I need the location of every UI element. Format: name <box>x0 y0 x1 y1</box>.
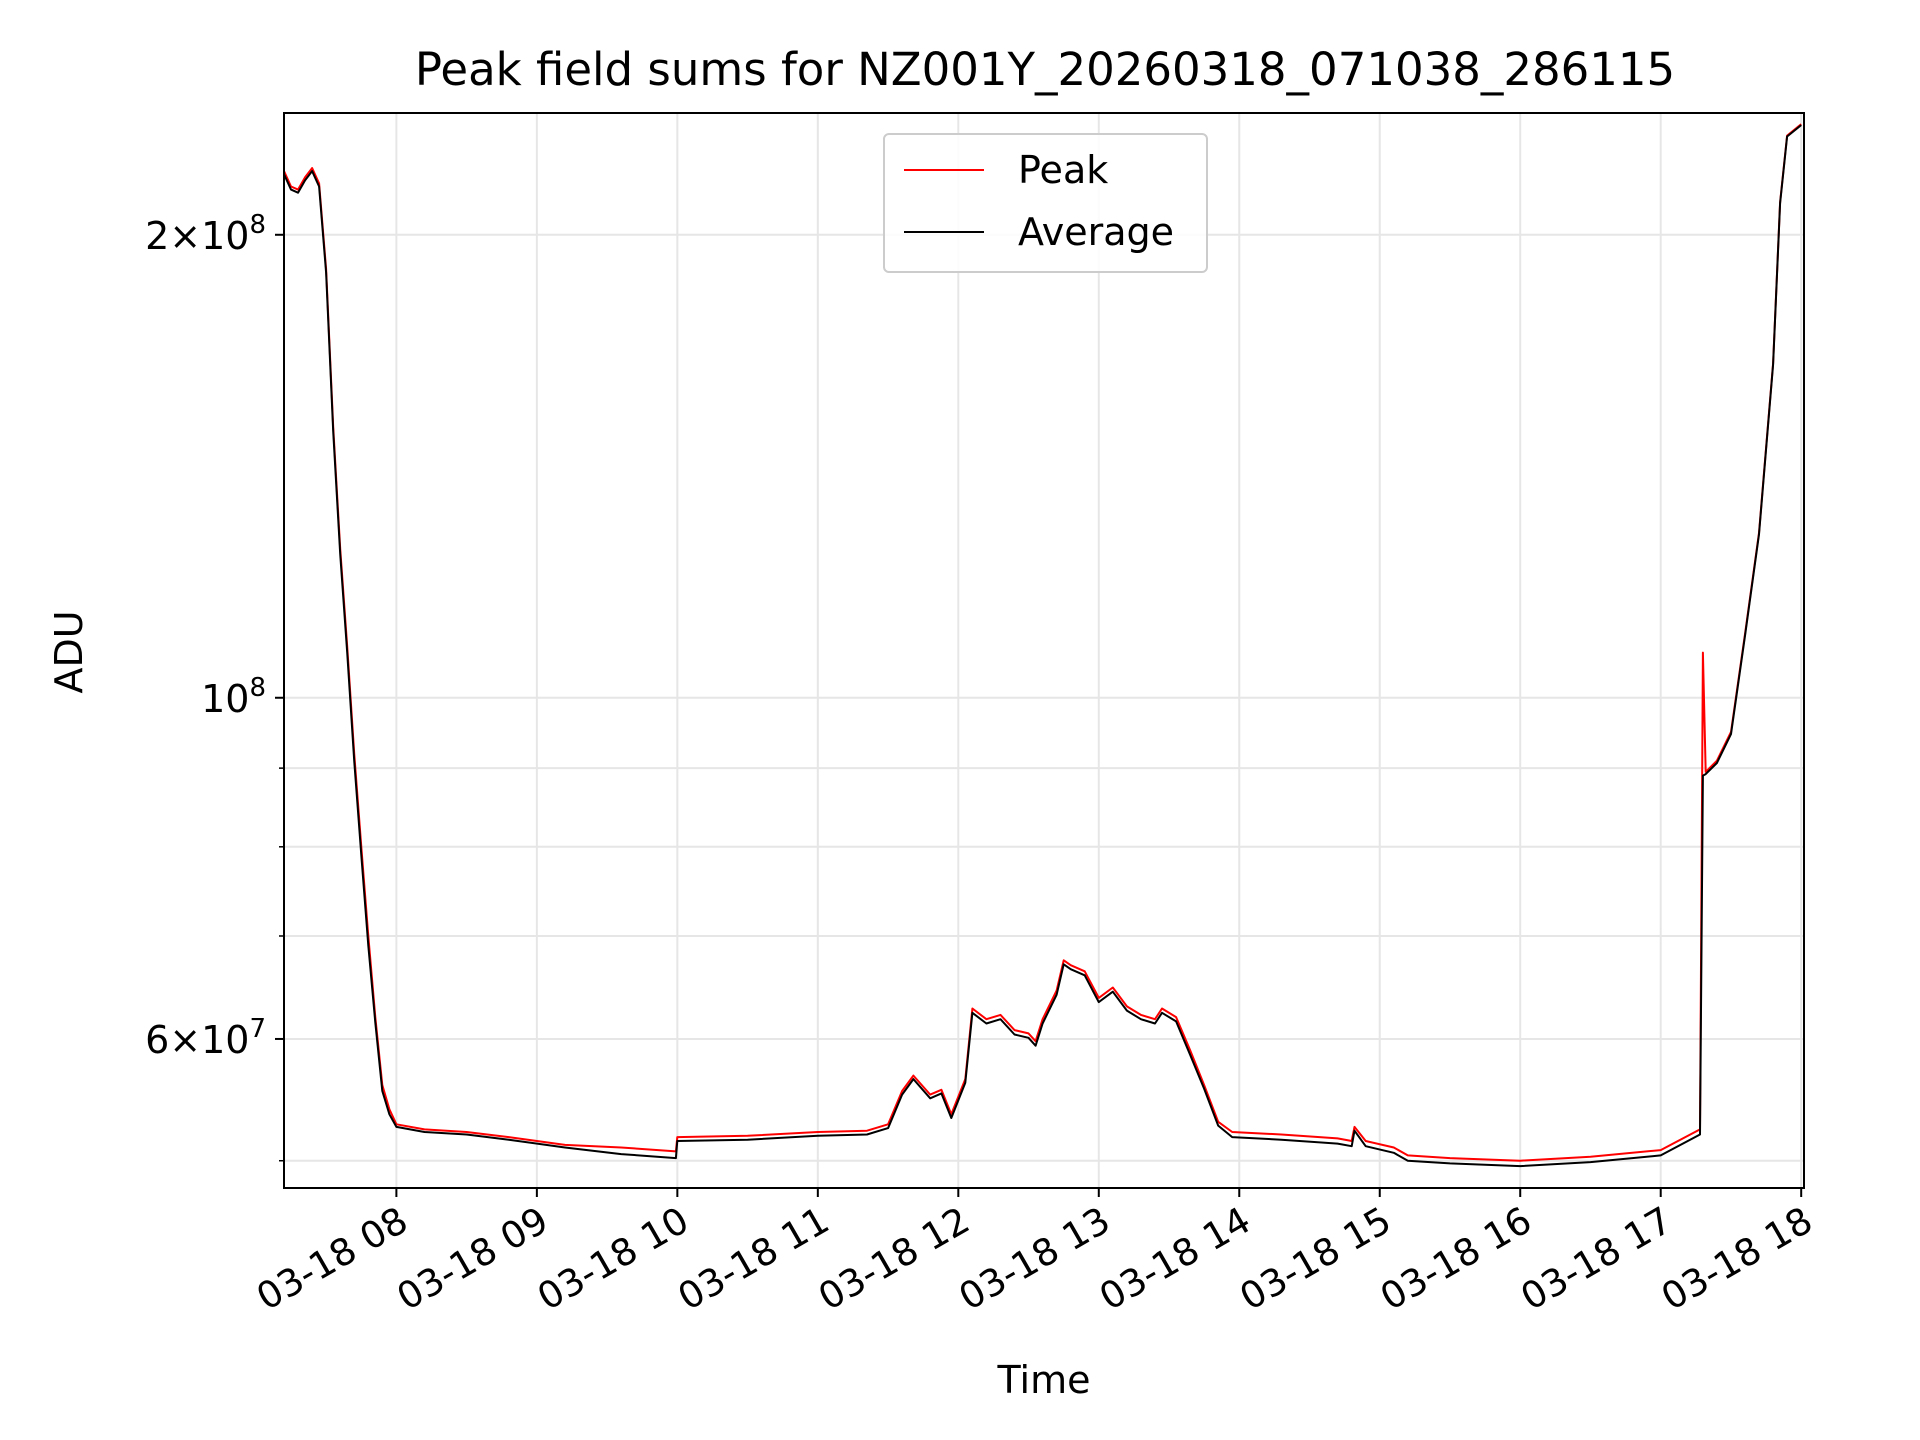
legend-label-peak: Peak <box>1018 148 1108 192</box>
y-tick-label: 108 <box>201 673 266 721</box>
series-layer <box>284 123 1802 1168</box>
series-line-average <box>284 124 1802 1168</box>
plot-area-frame <box>283 112 1805 1189</box>
legend: Peak Average <box>883 133 1208 273</box>
y-axis-label: ADU <box>47 610 91 693</box>
chart-title: Peak field sums for NZ001Y_20260318_0710… <box>415 43 1675 96</box>
y-tick-label: 6×107 <box>145 1014 266 1062</box>
legend-box <box>883 133 1208 273</box>
x-axis-label: Time <box>997 1358 1091 1402</box>
legend-label-average: Average <box>1018 210 1174 254</box>
y-tick-label: 2×108 <box>145 210 266 258</box>
